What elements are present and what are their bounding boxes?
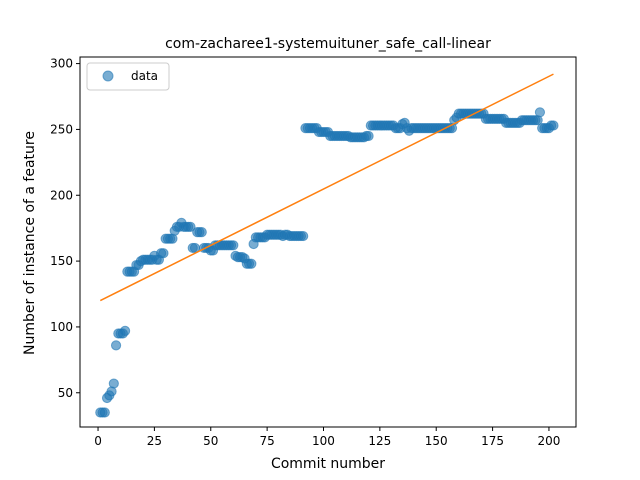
fit-line	[99, 73, 554, 302]
x-axis-label: Commit number	[271, 456, 385, 472]
y-tick-label: 300	[50, 57, 73, 71]
x-tick-label: 200	[537, 434, 560, 448]
x-tick-label: 25	[147, 434, 162, 448]
data-point	[363, 130, 374, 142]
x-tick-label: 0	[94, 434, 102, 448]
data-point	[158, 248, 169, 259]
data-point	[108, 378, 119, 389]
legend-label-data: data	[131, 69, 158, 83]
plot-frame	[79, 56, 577, 428]
legend: data	[86, 62, 170, 91]
y-tick-label: 100	[50, 320, 73, 334]
y-tick-label: 150	[50, 254, 73, 268]
x-tick-label: 125	[368, 434, 391, 448]
y-tick-label: 50	[58, 386, 73, 400]
data-point	[185, 221, 196, 232]
plot-area	[95, 73, 559, 418]
x-axis: 0 25 50 75 100 125 150 175 200	[94, 427, 560, 448]
x-tick-label: 175	[481, 434, 504, 448]
data-point	[119, 325, 131, 336]
data-point	[548, 120, 559, 131]
legend-marker-data	[102, 70, 114, 82]
y-tick-label: 250	[50, 122, 73, 136]
y-axis: 50 100 150 200 250 300	[50, 57, 80, 400]
x-tick-label: 50	[203, 434, 218, 448]
chart-title: com-zacharee1-systemuituner_safe_call-li…	[165, 36, 491, 52]
x-tick-label: 75	[259, 434, 274, 448]
data-point	[298, 230, 309, 242]
data-point	[110, 340, 122, 351]
data-point	[534, 107, 546, 118]
y-axis-label: Number of instance of a feature	[22, 131, 38, 355]
legend-box	[86, 62, 170, 91]
data-point	[196, 227, 207, 238]
data-point	[99, 407, 110, 418]
x-tick-label: 100	[312, 434, 335, 448]
data-point	[246, 258, 257, 269]
y-tick-label: 200	[50, 188, 73, 202]
data-point	[228, 240, 239, 251]
x-tick-label: 150	[425, 434, 448, 448]
